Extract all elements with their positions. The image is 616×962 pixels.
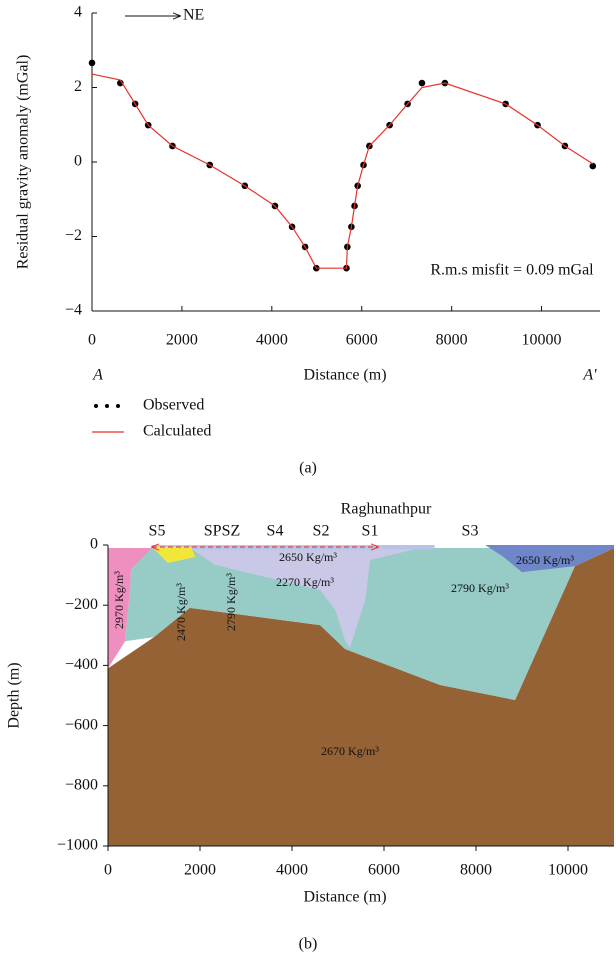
y-tick-label: −1000 [57,837,98,854]
y-tick-label: 0 [90,536,98,553]
station-label: SPSZ [204,523,240,540]
station-label: S2 [313,523,330,540]
legend-dot [94,404,98,408]
density-label: 2670 Kg/m³ [321,744,379,758]
legend-dot [105,404,109,408]
x-tick-label: 2000 [166,332,198,349]
y-tick-label: −2 [65,227,82,244]
legend-dot [116,404,120,408]
y-tick-label: −800 [65,776,98,793]
x-tick-label: 4000 [256,332,288,349]
x-tick-label: 8000 [436,332,468,349]
observed-point [418,79,426,87]
x-axis-label: Distance (m) [303,889,386,906]
station-label: S5 [149,523,166,540]
rock-body [189,548,421,648]
density-label: 2970 Kg/m³ [112,571,126,629]
density-label: 2650 Kg/m³ [279,550,337,564]
panel-label: (a) [299,460,317,477]
density-label: 2790 Kg/m³ [451,581,509,595]
start-label: A [92,367,103,384]
x-tick-label: 6000 [346,332,378,349]
calculated-line [91,73,594,269]
y-tick-label: 2 [74,78,82,95]
place-label: Raghunathpur [341,501,432,518]
rock-body [108,548,152,669]
misfit-note: R.m.s misfit = 0.09 mGal [430,262,594,279]
y-tick-label: −400 [65,656,98,673]
y-tick-label: −600 [65,716,98,733]
x-tick-label: 10000 [548,862,588,879]
x-axis-label: Distance (m) [303,367,386,384]
y-tick-label: −200 [65,596,98,613]
density-label: 2650 Kg/m³ [516,553,574,567]
x-tick-label: 0 [104,862,112,879]
density-label: 2790 Kg/m³ [224,573,238,631]
y-axis-label: Depth (m) [6,662,23,728]
end-label: A′ [582,367,597,384]
observed-point [589,162,597,170]
observed-point [117,79,124,87]
legend-label: Calculated [143,423,211,440]
x-tick-label: 8000 [460,862,492,879]
y-tick-label: 4 [74,4,82,21]
y-tick-label: −4 [65,302,82,319]
legend-label: Observed [143,397,204,414]
y-tick-label: 0 [74,153,82,170]
station-label: S4 [267,523,284,540]
station-label: S3 [462,523,479,540]
x-tick-label: 6000 [368,862,400,879]
observed-point [88,59,96,67]
density-label: 2270 Kg/m³ [276,575,334,589]
station-label: S1 [362,523,379,540]
x-tick-label: 0 [88,332,96,349]
x-tick-label: 2000 [184,862,216,879]
x-tick-label: 4000 [276,862,308,879]
direction-label: NE [183,7,204,24]
rock-body [108,548,614,846]
y-axis-label: Residual gravity anomaly (mGal) [15,55,32,270]
panel-label: (b) [299,936,318,953]
x-tick-label: 10000 [522,332,562,349]
density-label: 2470 Kg/m³ [174,583,188,641]
rock-body [485,545,614,573]
